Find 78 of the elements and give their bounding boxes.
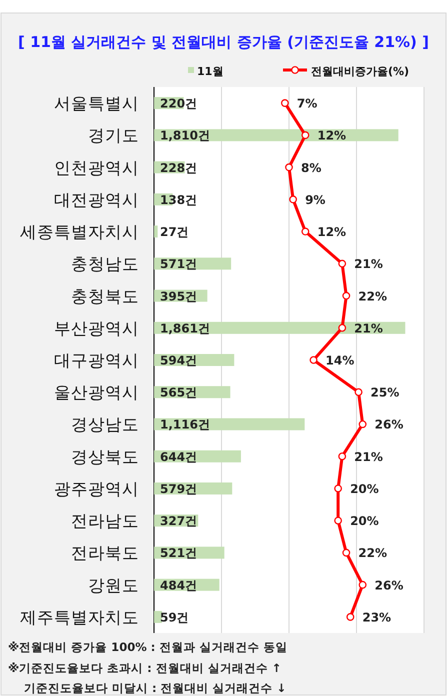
point <box>301 228 310 236</box>
legend-label: 전월대비증가율(%) <box>311 65 410 78</box>
legend-label: 11월 <box>197 65 224 78</box>
data-label: 14% <box>326 354 354 368</box>
point <box>342 292 350 300</box>
data-label: 9% <box>305 192 326 207</box>
point <box>285 163 293 172</box>
text: ※기준진도율보다 초과시 : 전월대비 실거래건수 ↑ <box>8 661 282 675</box>
data-label: 327건 <box>160 514 198 528</box>
bar <box>154 610 162 623</box>
data-label: 8% <box>301 160 322 175</box>
point <box>338 452 346 460</box>
data-label: 220건 <box>160 96 198 111</box>
text: ※전월대비 증가율 100% : 전월과 실거래건수 동일 <box>8 640 288 654</box>
data-label: 22% <box>358 289 388 304</box>
chart-title: [ 11월 실거래건수 및 전월대비 증가율 (기준진도율 21%) ] <box>18 33 429 51</box>
y-tick-label: 울산광역시 <box>54 383 139 402</box>
y-tick-label: 제주특별자치도 <box>20 608 139 627</box>
point <box>310 356 318 364</box>
point <box>338 324 346 332</box>
data-label: 26% <box>374 418 404 432</box>
data-label: 21% <box>354 450 383 464</box>
data-label: 571건 <box>160 257 198 272</box>
y-tick-label: 전라북도 <box>71 544 139 563</box>
legend: 11월 <box>188 65 224 78</box>
y-tick-label: 강원도 <box>88 576 139 595</box>
data-label: 395건 <box>160 289 198 304</box>
data-label: 1,116건 <box>160 418 210 432</box>
data-label: 20% <box>350 514 379 528</box>
point <box>281 99 289 107</box>
legend: 전월대비증가율(%) <box>283 65 410 78</box>
data-label: 26% <box>374 578 404 592</box>
data-label: 579건 <box>160 482 198 496</box>
y-tick-label: 대구광역시 <box>54 351 139 370</box>
point <box>301 131 310 140</box>
y-tick-label: 대전광역시 <box>54 190 139 210</box>
data-label: 22% <box>358 546 388 560</box>
y-tick-label: 충청남도 <box>71 254 139 274</box>
data-label: 521건 <box>160 546 198 560</box>
point <box>334 484 342 492</box>
data-label: 59건 <box>160 610 189 624</box>
y-tick-label: 광주광역시 <box>54 479 139 498</box>
data-label: 25% <box>370 386 400 400</box>
data-label: 12% <box>317 128 346 143</box>
data-label: 565건 <box>160 386 198 400</box>
data-label: 484건 <box>160 578 198 592</box>
data-label: 7% <box>296 96 318 111</box>
y-tick-label: 인천광역시 <box>54 158 139 178</box>
y-tick-label: 충청북도 <box>71 286 139 306</box>
point <box>358 580 367 589</box>
point <box>358 420 367 428</box>
data-label: 1,861건 <box>160 321 210 336</box>
point <box>338 260 346 268</box>
y-tick-label: 전라남도 <box>71 512 139 531</box>
y-tick-label: 세종특별자치시 <box>20 222 139 242</box>
bar <box>154 226 158 238</box>
point <box>289 196 297 204</box>
data-label: 20% <box>350 482 379 496</box>
y-tick-label: 경상북도 <box>71 447 139 466</box>
point <box>354 388 362 396</box>
data-label: 1,810건 <box>160 128 210 143</box>
data-label: 21% <box>354 321 383 336</box>
data-label: 27건 <box>160 225 189 240</box>
data-label: 228건 <box>160 160 198 175</box>
data-label: 23% <box>362 610 392 624</box>
y-tick-label: 경상남도 <box>71 415 139 434</box>
data-label: 21% <box>354 257 383 272</box>
point <box>346 613 354 621</box>
data-label: 644건 <box>160 450 198 464</box>
y-tick-label: 경기도 <box>88 126 139 146</box>
data-label: 138건 <box>160 192 198 207</box>
point <box>342 548 350 557</box>
point <box>334 516 342 524</box>
data-label: 594건 <box>160 354 198 368</box>
y-tick-label: 부산광역시 <box>54 318 139 338</box>
data-label: 12% <box>317 225 346 240</box>
y-tick-label: 서울특별시 <box>54 94 139 114</box>
text: 기준진도율보다 미달시 : 전월대비 실거래건수 ↓ <box>24 681 286 695</box>
